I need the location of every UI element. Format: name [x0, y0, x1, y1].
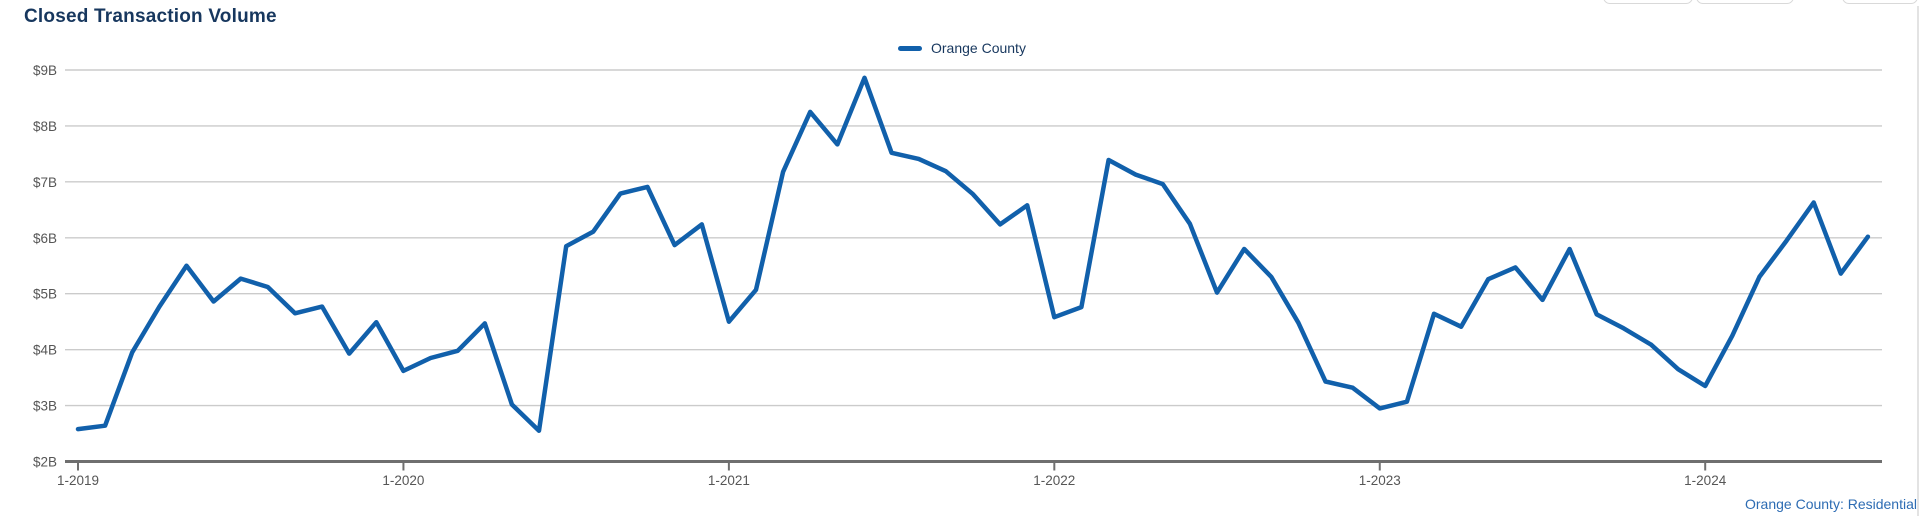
x-axis-label: 1-2019	[57, 473, 99, 488]
y-axis-label: $3B	[33, 399, 57, 414]
x-axis-label: 1-2020	[382, 473, 424, 488]
orange-county-series-line	[75, 75, 1871, 433]
legend: Orange County	[898, 40, 1026, 56]
x-axis-label: 1-2022	[1033, 473, 1075, 488]
y-axis-label: $7B	[33, 175, 57, 190]
legend-series-label: Orange County	[931, 40, 1026, 56]
x-axis-label: 1-2024	[1684, 473, 1727, 488]
y-axis-label: $6B	[33, 231, 57, 246]
y-axis-label: $2B	[33, 455, 57, 470]
legend-line-swatch-icon	[898, 45, 922, 51]
chart-footer-caption: Orange County: Residential	[1745, 496, 1917, 512]
x-axis-label: 1-2023	[1359, 473, 1401, 488]
y-axis-label: $8B	[33, 119, 57, 134]
right-panel-divider	[1917, 6, 1919, 516]
y-axis-label: $4B	[33, 343, 57, 358]
page-title: Closed Transaction Volume	[24, 6, 277, 27]
y-axis-label: $9B	[33, 63, 57, 78]
y-axis-label: $5B	[33, 287, 57, 302]
x-axis-label: 1-2021	[708, 473, 750, 488]
